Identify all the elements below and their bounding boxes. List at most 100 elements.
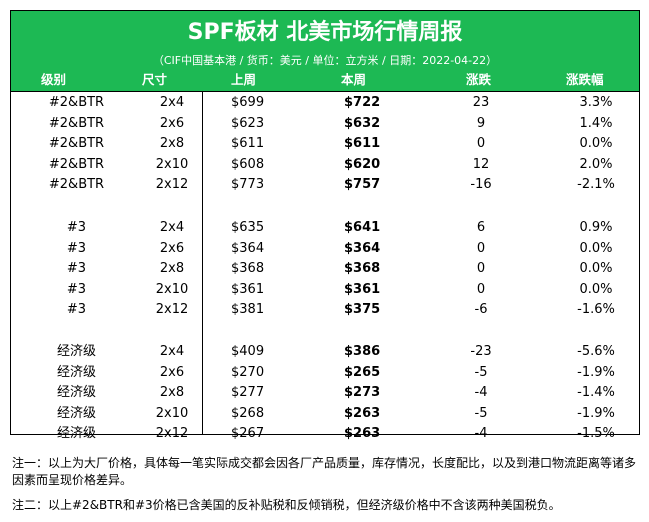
cell-last: $608 xyxy=(231,156,265,172)
cell-last: $699 xyxy=(231,95,265,110)
page-subtitle: （CIF中国基本港 / 货币：美元 / 单位：立方米 / 日期：2022-04-… xyxy=(152,54,498,67)
cell-this: $273 xyxy=(344,385,381,400)
price-table: SPF板材 北美市场行情周报 （CIF中国基本港 / 货币：美元 / 单位：立方… xyxy=(10,10,640,441)
cell-chg: -5 xyxy=(474,364,488,380)
cell-size: 2x4 xyxy=(159,344,185,359)
cell-grade: #2&BTR xyxy=(48,136,105,151)
cell-last: $361 xyxy=(231,281,265,297)
cell-size: 2x4 xyxy=(159,95,185,110)
cell-chg: 9 xyxy=(476,115,486,131)
cell-last: $635 xyxy=(231,220,265,235)
cell-pct: -5.6% xyxy=(577,344,615,359)
cell-pct: 0.0% xyxy=(579,136,613,151)
cell-grade: #2&BTR xyxy=(48,115,105,131)
cell-grade: 经济级 xyxy=(56,405,96,421)
cell-this: $620 xyxy=(344,156,381,172)
cell-size: 2x6 xyxy=(159,364,185,380)
cell-pct: 2.0% xyxy=(579,156,613,172)
note-1: 注一：以上为大厂价格，具体每一笔实际成交都会因各厂产品质量，库存情况，长度配比，… xyxy=(12,456,637,487)
cell-chg: -6 xyxy=(474,302,488,317)
cell-last: $773 xyxy=(231,177,265,192)
cell-this: $386 xyxy=(344,344,381,359)
cell-grade: #3 xyxy=(66,261,87,276)
cell-chg: 0 xyxy=(476,240,486,256)
cell-this: $263 xyxy=(344,405,381,421)
cell-grade: #2&BTR xyxy=(48,95,105,110)
cell-grade: #2&BTR xyxy=(48,156,105,172)
cell-pct: 0.0% xyxy=(579,281,613,297)
cell-chg: -4 xyxy=(474,426,488,441)
cell-chg: 12 xyxy=(472,156,490,172)
cell-this: $263 xyxy=(344,426,381,441)
cell-size: 2x12 xyxy=(155,426,189,441)
cell-size: 2x10 xyxy=(155,156,189,172)
cell-last: $277 xyxy=(231,385,265,400)
cell-pct: 1.4% xyxy=(579,115,613,131)
column-header-this-week: 本周 xyxy=(341,72,367,87)
cell-pct: -1.6% xyxy=(577,302,615,317)
cell-grade: #3 xyxy=(66,240,87,256)
cell-size: 2x8 xyxy=(159,261,185,276)
cell-chg: 0 xyxy=(476,261,486,276)
notes: 注一：以上为大厂价格，具体每一笔实际成交都会因各厂产品质量，库存情况，长度配比，… xyxy=(12,455,642,522)
column-header-change: 涨跌 xyxy=(466,72,492,87)
cell-this: $265 xyxy=(344,364,381,380)
cell-pct: 3.3% xyxy=(579,95,613,110)
cell-grade: 经济级 xyxy=(56,385,96,400)
cell-size: 2x8 xyxy=(159,385,185,400)
cell-pct: -1.9% xyxy=(577,364,615,380)
cell-size: 2x10 xyxy=(155,405,189,421)
header-divider xyxy=(11,91,639,92)
cell-grade: 经济级 xyxy=(56,364,96,380)
cell-chg: 0 xyxy=(476,136,486,151)
cell-chg: 6 xyxy=(476,220,486,235)
table-header: SPF板材 北美市场行情周报 （CIF中国基本港 / 货币：美元 / 单位：立方… xyxy=(11,11,639,91)
cell-chg: -16 xyxy=(470,177,492,192)
cell-pct: -2.1% xyxy=(577,177,615,192)
cell-this: $757 xyxy=(344,177,381,192)
cell-grade: #3 xyxy=(66,281,87,297)
cell-grade: #2&BTR xyxy=(48,177,105,192)
cell-size: 2x12 xyxy=(155,302,189,317)
cell-chg: -4 xyxy=(474,385,488,400)
cell-this: $364 xyxy=(344,240,381,256)
cell-chg: -5 xyxy=(474,405,488,421)
cell-last: $623 xyxy=(231,115,265,131)
cell-pct: -1.5% xyxy=(577,426,615,441)
cell-pct: 0.0% xyxy=(579,240,613,256)
cell-this: $375 xyxy=(344,302,381,317)
cell-pct: 0.9% xyxy=(579,220,613,235)
cell-pct: -1.9% xyxy=(577,405,615,421)
cell-last: $364 xyxy=(231,240,265,256)
cell-size: 2x8 xyxy=(159,136,185,151)
cell-last: $381 xyxy=(231,302,265,317)
column-header-change-pct: 涨跌幅 xyxy=(566,72,604,87)
cell-last: $268 xyxy=(231,405,265,421)
cell-this: $361 xyxy=(344,281,381,297)
cell-last: $409 xyxy=(231,344,265,359)
cell-last: $368 xyxy=(231,261,265,276)
cell-this: $632 xyxy=(344,115,381,131)
cell-this: $368 xyxy=(344,261,381,276)
cell-size: 2x10 xyxy=(155,281,189,297)
column-header-last-week: 上周 xyxy=(231,72,257,87)
cell-grade: #3 xyxy=(66,220,87,235)
cell-this: $611 xyxy=(344,136,381,151)
cell-chg: 23 xyxy=(472,95,490,110)
page-title: SPF板材 北美市场行情周报 xyxy=(187,20,463,45)
cell-pct: -1.4% xyxy=(577,385,615,400)
cell-last: $267 xyxy=(231,426,265,441)
cell-size: 2x6 xyxy=(159,240,185,256)
cell-chg: -23 xyxy=(470,344,492,359)
column-header-grade: 级别 xyxy=(41,72,67,87)
cell-this: $641 xyxy=(344,220,381,235)
cell-grade: 经济级 xyxy=(56,344,96,359)
cell-size: 2x4 xyxy=(159,220,185,235)
cell-grade: 经济级 xyxy=(56,426,96,441)
cell-grade: #3 xyxy=(66,302,87,317)
cell-pct: 0.0% xyxy=(579,261,613,276)
column-divider xyxy=(202,92,203,434)
cell-size: 2x6 xyxy=(159,115,185,131)
cell-this: $722 xyxy=(344,95,381,110)
column-header-size: 尺寸 xyxy=(142,72,168,87)
